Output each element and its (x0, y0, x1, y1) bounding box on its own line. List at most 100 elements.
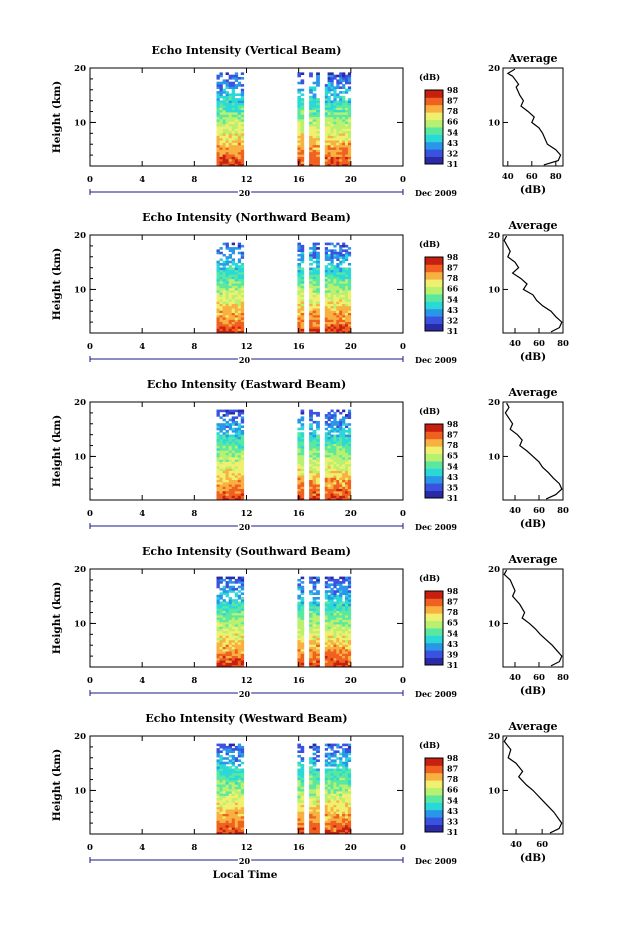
heatmap-cell (339, 585, 343, 589)
heatmap-cell (300, 461, 305, 465)
heatmap-cell (231, 156, 235, 160)
heatmap-cell (228, 788, 232, 792)
heatmap-cell (316, 606, 320, 609)
heatmap-cell (339, 296, 343, 300)
heatmap-cell (324, 831, 328, 835)
heatmap-cell (336, 597, 340, 600)
heatmap-cell (237, 581, 242, 584)
heatmap-cell (347, 628, 352, 632)
heatmap-cell (339, 639, 343, 643)
heatmap-cell (219, 107, 223, 111)
heatmap-cell (342, 590, 346, 593)
heatmap-cell (231, 626, 235, 629)
heatmap-cell (312, 809, 317, 812)
heatmap-cell (330, 797, 334, 801)
heatmap-cell (347, 308, 352, 311)
heatmap-cell (219, 811, 223, 814)
heatmap-cell (345, 615, 349, 618)
heatmap-cell (234, 432, 239, 435)
heatmap-cell (339, 479, 343, 483)
heatmap-cell (333, 436, 337, 440)
heatmap-cell (324, 285, 328, 289)
heatmap-cell (312, 123, 317, 127)
heatmap-cell (347, 100, 352, 103)
heatmap-cell (228, 754, 232, 758)
heatmap-cell (342, 434, 346, 438)
heatmap-cell (231, 782, 235, 785)
heatmap-cell (297, 488, 301, 492)
heatmap-cell (342, 107, 346, 111)
heatmap-cell (297, 806, 301, 810)
heatmap-cell (345, 116, 349, 120)
heatmap-cell (216, 770, 220, 774)
heatmap-cell (231, 123, 235, 127)
heatmap-cell (342, 436, 346, 440)
heatmap-cell (327, 820, 331, 823)
heatmap-cell (216, 308, 220, 311)
heatmap-cell (297, 432, 301, 435)
heatmap-cell (316, 822, 320, 826)
heatmap-cell (225, 486, 229, 489)
heatmap-cell (222, 472, 226, 476)
heatmap-cell (297, 804, 301, 808)
heatmap-cell (347, 612, 352, 616)
heatmap-cell (345, 416, 349, 419)
colorbar-step (425, 628, 443, 636)
heatmap-cell (309, 281, 313, 284)
colorbar-step (425, 279, 443, 287)
heatmap-cell (231, 829, 235, 833)
heatmap-cell (312, 599, 317, 602)
heatmap-cell (345, 443, 349, 447)
colorbar-step (425, 316, 443, 324)
heatmap-cell (324, 829, 328, 833)
heatmap-cell (228, 269, 232, 273)
heatmap-cell (231, 493, 235, 496)
heatmap-cell (327, 606, 331, 609)
heatmap-cell (228, 140, 232, 143)
heatmap-cell (316, 411, 320, 415)
heatmap-cell (225, 639, 229, 643)
heatmap-cell (225, 777, 229, 781)
heatmap-cell (342, 811, 346, 814)
heatmap-cell (330, 488, 334, 492)
heatmap-cell (309, 633, 313, 636)
heatmap-cell (330, 786, 334, 790)
heatmap-cell (237, 597, 242, 600)
heatmap-cell (234, 759, 239, 762)
heatmap-cell (240, 818, 245, 821)
heatmap-cell (231, 281, 235, 284)
heatmap-cell (297, 137, 301, 141)
heatmap-cell (324, 324, 328, 327)
heatmap-cell (347, 802, 352, 805)
heatmap-cell (333, 626, 337, 629)
heatmap-cell (231, 93, 235, 96)
heatmap-cell (312, 786, 317, 790)
heatmap-cell (222, 414, 226, 417)
heatmap-cell (240, 100, 245, 103)
heatmap-cell (347, 409, 352, 413)
heatmap-cell (228, 281, 232, 284)
heatmap-cell (225, 128, 229, 132)
heatmap-cell (216, 782, 220, 785)
heatmap-cell (345, 809, 349, 812)
heatmap-cell (316, 491, 320, 494)
heatmap-cell (219, 597, 223, 600)
heatmap-cell (222, 820, 226, 823)
heatmap-cell (237, 314, 242, 318)
heatmap-cell (234, 128, 239, 132)
heatmap-cell (297, 655, 301, 659)
heatmap-cell (300, 466, 305, 469)
heatmap-cell (339, 594, 343, 598)
heatmap-cell (300, 425, 305, 428)
heatmap-cell (297, 427, 301, 431)
heatmap-cell (333, 441, 337, 444)
heatmap-cell (219, 303, 223, 307)
heatmap-cell (234, 123, 239, 127)
colorbar-step (425, 308, 443, 317)
heatmap-cell (297, 312, 301, 316)
average-frame (502, 401, 564, 501)
colorbar-step (425, 824, 443, 833)
heatmap-cell (300, 244, 305, 248)
heatmap-cell (333, 299, 337, 302)
heatmap-cell (234, 448, 239, 451)
